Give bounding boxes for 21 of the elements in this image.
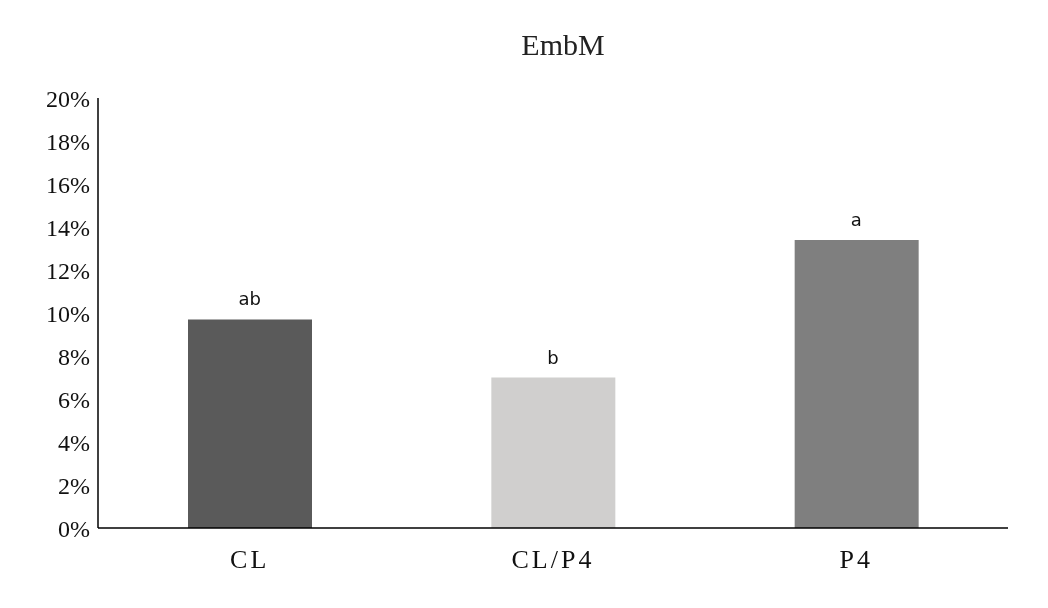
y-tick-label: 6%: [58, 386, 90, 413]
x-tick-label: CL/P4: [511, 545, 595, 575]
annotation: ab: [238, 288, 261, 310]
y-tick-label: 18%: [46, 128, 90, 155]
bar: [794, 239, 919, 528]
chart-title: EmbM: [520, 27, 606, 63]
y-tick-label: 16%: [46, 171, 90, 198]
y-tick-label: 20%: [46, 85, 90, 112]
y-tick-label: 0%: [58, 515, 90, 542]
annotation: b: [547, 346, 559, 368]
y-tick-label: 4%: [58, 429, 90, 456]
y-tick-label: 8%: [58, 343, 90, 370]
y-tick-label: 2%: [58, 472, 90, 499]
y-tick-label: 14%: [46, 214, 90, 241]
bar: [188, 319, 312, 528]
annotation: a: [850, 208, 862, 230]
x-tick-label: CL: [230, 545, 270, 575]
bar: [491, 377, 616, 528]
y-tick-label: 10%: [46, 300, 90, 327]
x-tick-label: P4: [839, 545, 874, 575]
y-tick-label: 12%: [46, 257, 90, 284]
